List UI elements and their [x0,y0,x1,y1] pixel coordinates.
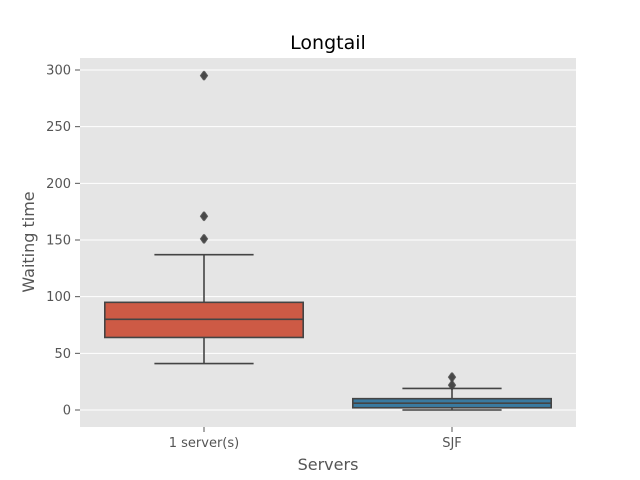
grid-lines [80,69,576,411]
y-tick-label-300: 300 [46,64,71,79]
outlier-point-sjf [449,372,457,383]
y-tick-label-50: 50 [54,347,71,362]
x-axis-ticks: 1 server(s) SJF [169,427,462,451]
x-axis-label: Servers [298,455,359,474]
box-sjf [351,372,552,411]
plot-area [80,58,576,427]
outlier-point-one-server [201,233,209,244]
boxes [104,70,552,411]
outlier-point-sjf [449,380,457,391]
y-tick-label-250: 250 [46,120,71,135]
x-tick-label-sjf: SJF [442,436,462,451]
y-axis-ticks: 0 50 100 150 200 250 300 [46,64,80,419]
y-tick-label-0: 0 [63,404,71,419]
x-tick-label-one-server: 1 server(s) [169,436,239,451]
outlier-point-one-server [201,211,209,222]
y-tick-label-100: 100 [46,290,71,305]
box-one-server [104,70,304,365]
y-axis-label: Waiting time [19,191,38,292]
y-tick-label-150: 150 [46,234,71,249]
chart-title: Longtail [290,32,366,54]
y-tick-label-200: 200 [46,177,71,192]
outlier-point-one-server [201,70,209,81]
